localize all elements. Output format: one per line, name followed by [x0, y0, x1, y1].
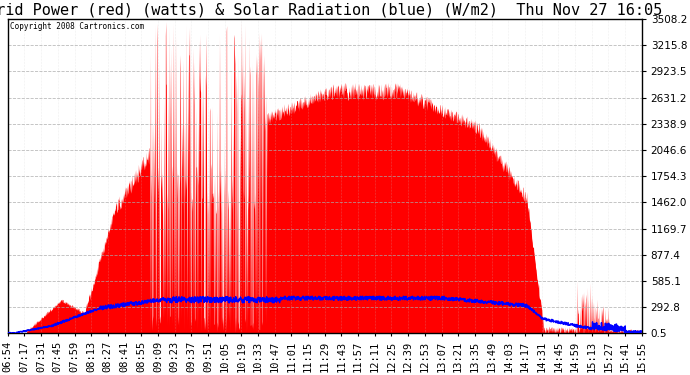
Title: Grid Power (red) (watts) & Solar Radiation (blue) (W/m2)  Thu Nov 27 16:05: Grid Power (red) (watts) & Solar Radiati… — [0, 3, 662, 18]
Text: Copyright 2008 Cartronics.com: Copyright 2008 Cartronics.com — [10, 22, 144, 31]
